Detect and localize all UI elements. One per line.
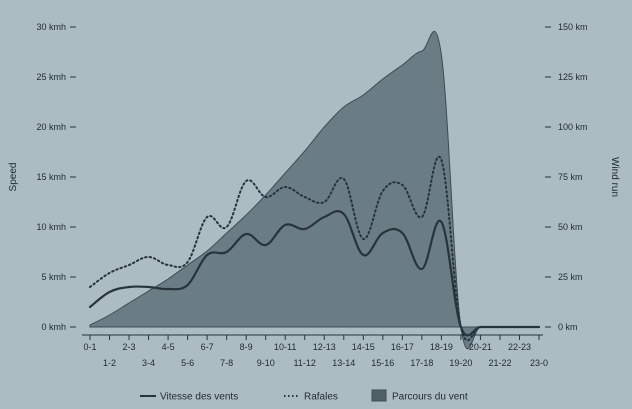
x-tick-label-13: 13-14: [332, 358, 355, 368]
x-tick-label-20: 20-21: [469, 342, 492, 352]
y-left-tick-label-2: 10 kmh: [36, 222, 66, 232]
axes-layer: 0 kmh 5 kmh 10 kmh 15 kmh 20 kmh 25 kmh 30 kmh…: [8, 22, 620, 368]
x-tick-label-16: 16-17: [391, 342, 414, 352]
x-tick-label-6: 6-7: [201, 342, 214, 352]
y-right-title: Wind run: [609, 157, 620, 197]
y-right-tick-label-6: 150 km: [558, 22, 588, 32]
x-tick-label-23: 23-0: [530, 358, 548, 368]
legend: Vitesse des vents Rafales Parcours du vent: [140, 389, 468, 403]
y-right-tick-label-3: 75 km: [558, 172, 583, 182]
y-left-tick-label-6: 30 kmh: [36, 22, 66, 32]
y-right-tick-label-1: 25 km: [558, 272, 583, 282]
x-tick-label-1: 1-2: [103, 358, 116, 368]
x-tick-label-5: 5-6: [181, 358, 194, 368]
y-left-title: Speed: [8, 163, 19, 192]
legend-label-1: Rafales: [304, 392, 338, 403]
x-tick-label-12: 12-13: [313, 342, 336, 352]
y-right-tick-label-4: 100 km: [558, 122, 588, 132]
x-tick-label-7: 7-8: [220, 358, 233, 368]
y-right-tick-label-0: 0 km: [558, 322, 578, 332]
legend-label-2: Parcours du vent: [392, 392, 468, 403]
x-tick-label-3: 3-4: [142, 358, 155, 368]
y-right-tick-label-2: 50 km: [558, 222, 583, 232]
x-tick-label-2: 2-3: [123, 342, 136, 352]
y-left-tick-label-0: 0 kmh: [41, 322, 66, 332]
y-right-tick-label-5: 125 km: [558, 72, 588, 82]
legend-label-0: Vitesse des vents: [160, 392, 238, 403]
x-tick-label-0: 0-1: [83, 342, 96, 352]
x-tick-label-22: 22-23: [508, 342, 531, 352]
legend-swatch-2: [371, 389, 387, 402]
x-tick-label-18: 18-19: [430, 342, 453, 352]
y-left-tick-label-1: 5 kmh: [41, 272, 66, 282]
y-left-tick-label-3: 15 kmh: [36, 172, 66, 182]
x-tick-label-17: 17-18: [410, 358, 433, 368]
x-tick-label-14: 14-15: [352, 342, 375, 352]
x-tick-label-21: 21-22: [488, 358, 511, 368]
x-tick-label-9: 9-10: [257, 358, 275, 368]
series-area-2: [89, 30, 539, 350]
x-tick-label-11: 11-12: [294, 358, 316, 368]
y-left-tick-label-5: 25 kmh: [36, 72, 66, 82]
series-line-1: [89, 155, 540, 342]
x-tick-label-4: 4-5: [162, 342, 175, 352]
x-tick-label-15: 15-16: [371, 358, 394, 368]
lines-layer: [88, 155, 541, 342]
y-left-tick-label-4: 20 kmh: [36, 122, 66, 132]
area-layer: [89, 30, 539, 350]
x-tick-label-8: 8-9: [240, 342, 253, 352]
x-tick-label-10: 10-11: [274, 342, 296, 352]
x-tick-label-19: 19-20: [449, 358, 472, 368]
